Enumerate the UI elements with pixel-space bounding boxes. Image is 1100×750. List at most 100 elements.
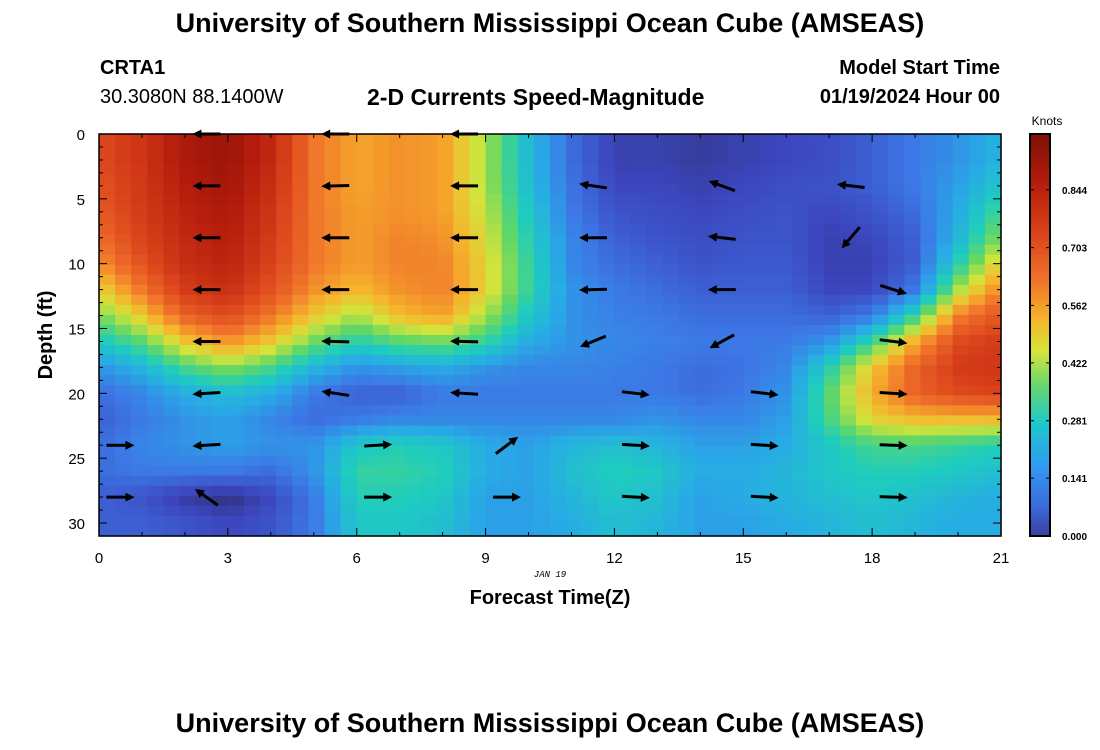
heatmap-cell bbox=[872, 415, 889, 427]
heatmap-cell bbox=[131, 244, 148, 256]
x-tick-label: 0 bbox=[95, 550, 103, 567]
heatmap-cell bbox=[678, 204, 696, 215]
heatmap-cell bbox=[678, 445, 696, 457]
heatmap-cell bbox=[646, 234, 664, 246]
heatmap-cell bbox=[550, 395, 567, 406]
heatmap-cell bbox=[614, 425, 632, 437]
heatmap-cell bbox=[437, 264, 454, 276]
heatmap-cell bbox=[646, 224, 664, 236]
heatmap-cell bbox=[99, 495, 116, 507]
heatmap-cell bbox=[517, 515, 535, 527]
heatmap-cell bbox=[646, 335, 664, 346]
heatmap-cell bbox=[211, 505, 229, 517]
heatmap-cell bbox=[694, 284, 712, 296]
heatmap-cell bbox=[952, 284, 970, 296]
heatmap-cell bbox=[694, 435, 712, 447]
heatmap-cell bbox=[147, 244, 165, 256]
heatmap-cell bbox=[952, 264, 970, 276]
heatmap-cell bbox=[485, 505, 503, 517]
heatmap-cell bbox=[163, 495, 181, 507]
heatmap-cell bbox=[453, 495, 471, 507]
heatmap-cell bbox=[711, 214, 728, 226]
heatmap-cell bbox=[324, 345, 342, 356]
heatmap-cell bbox=[678, 465, 696, 477]
y-tick-label: 20 bbox=[68, 386, 85, 403]
heatmap-cell bbox=[968, 505, 986, 517]
heatmap-cell bbox=[437, 174, 454, 185]
heatmap-cell bbox=[437, 214, 454, 226]
heatmap-cell bbox=[775, 485, 793, 497]
heatmap-cell bbox=[839, 425, 857, 437]
heatmap-cell bbox=[276, 405, 293, 416]
heatmap-cell bbox=[694, 154, 712, 165]
heatmap-cell bbox=[791, 525, 809, 537]
heatmap-cell bbox=[646, 144, 664, 155]
heatmap-cell bbox=[952, 415, 970, 427]
heatmap-cell bbox=[888, 365, 905, 376]
heatmap-cell bbox=[517, 194, 535, 205]
heatmap-cell bbox=[533, 154, 551, 165]
heatmap-cell bbox=[920, 465, 938, 477]
heatmap-cell bbox=[920, 415, 938, 427]
heatmap-cell bbox=[856, 415, 873, 427]
heatmap-cell bbox=[856, 214, 873, 226]
heatmap-cell bbox=[759, 214, 777, 226]
heatmap-cell bbox=[952, 194, 970, 205]
heatmap-cell bbox=[630, 405, 648, 416]
heatmap-cell bbox=[260, 525, 277, 537]
heatmap-cell bbox=[501, 465, 519, 477]
heatmap-cell bbox=[517, 505, 535, 517]
heatmap-cell bbox=[501, 224, 519, 236]
heatmap-cell bbox=[888, 204, 905, 215]
heatmap-cell bbox=[775, 415, 793, 427]
heatmap-cell bbox=[759, 495, 777, 507]
heatmap-cell bbox=[807, 355, 825, 366]
heatmap-cell bbox=[195, 525, 213, 537]
heatmap-cell bbox=[759, 294, 777, 306]
heatmap-cell bbox=[678, 144, 696, 155]
heatmap-cell bbox=[920, 385, 938, 396]
heatmap-cell bbox=[678, 214, 696, 226]
heatmap-cell bbox=[598, 274, 616, 286]
heatmap-cell bbox=[582, 204, 599, 215]
heatmap-cell bbox=[147, 214, 165, 226]
heatmap-cell bbox=[276, 485, 293, 497]
heatmap-cell bbox=[453, 425, 471, 437]
heatmap-cell bbox=[888, 425, 905, 437]
heatmap-cell bbox=[356, 415, 374, 427]
heatmap-cell bbox=[678, 324, 696, 336]
heatmap-cell bbox=[437, 345, 454, 356]
heatmap-cell bbox=[823, 385, 841, 396]
heatmap-cell bbox=[405, 455, 422, 467]
heatmap-cell bbox=[147, 284, 165, 296]
heatmap-cell bbox=[952, 274, 970, 286]
heatmap-cell bbox=[227, 184, 245, 195]
heatmap-cell bbox=[936, 204, 954, 215]
heatmap-cell bbox=[308, 375, 326, 386]
heatmap-cell bbox=[533, 204, 551, 215]
heatmap-cell bbox=[630, 335, 648, 346]
heatmap-cell bbox=[614, 345, 632, 356]
heatmap-cell bbox=[727, 405, 744, 416]
heatmap-cell bbox=[195, 234, 213, 246]
heatmap-cell bbox=[115, 455, 132, 467]
heatmap-cell bbox=[614, 304, 632, 316]
heatmap-cell bbox=[211, 264, 229, 276]
heatmap-cell bbox=[227, 324, 245, 336]
heatmap-cell bbox=[469, 505, 487, 517]
heatmap-cell bbox=[372, 355, 390, 366]
heatmap-cell bbox=[115, 485, 132, 497]
heatmap-cell bbox=[372, 505, 390, 517]
current-vector bbox=[750, 441, 779, 450]
heatmap-cell bbox=[195, 304, 213, 316]
heatmap-cell bbox=[533, 304, 551, 316]
heatmap-cell bbox=[598, 174, 616, 185]
heatmap-cell bbox=[147, 445, 165, 457]
heatmap-cell bbox=[968, 284, 986, 296]
heatmap-cell bbox=[904, 164, 922, 175]
heatmap-cell bbox=[550, 144, 567, 155]
heatmap-cell bbox=[469, 204, 487, 215]
heatmap-cell bbox=[131, 375, 148, 386]
current-vector bbox=[321, 336, 350, 346]
heatmap-cell bbox=[533, 324, 551, 336]
